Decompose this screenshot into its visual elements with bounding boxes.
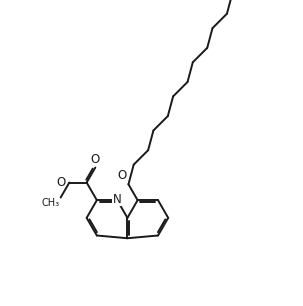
Text: O: O [91, 153, 100, 166]
Text: N: N [113, 193, 122, 206]
Text: O: O [57, 176, 66, 189]
Text: O: O [117, 169, 126, 182]
Text: CH₃: CH₃ [41, 198, 59, 208]
